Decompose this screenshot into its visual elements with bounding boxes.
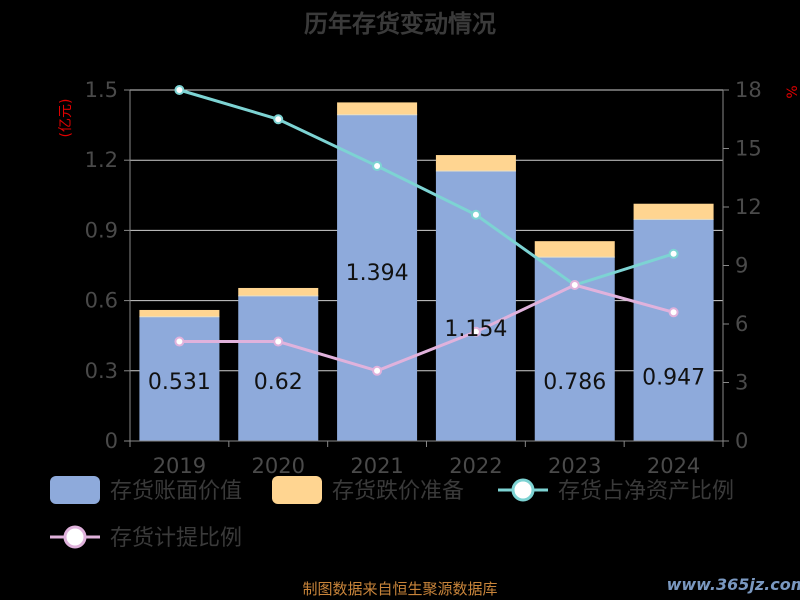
- bar-value-label: 1.154: [444, 317, 507, 342]
- bar-value-label: 0.62: [254, 370, 303, 395]
- line-point: [569, 280, 580, 290]
- bar-impairment: [633, 203, 714, 220]
- line-point: [174, 336, 185, 347]
- chart-title: 历年存货变动情况: [304, 10, 496, 38]
- legend-swatch-marker: [511, 478, 535, 502]
- left-tick-label: 0.6: [85, 289, 118, 313]
- left-tick-label: 1.2: [85, 148, 118, 172]
- line-point: [372, 365, 383, 376]
- legend-label: 存货账面价值: [110, 479, 242, 504]
- bar-value-label: 1.394: [346, 261, 409, 286]
- bar-impairment: [337, 102, 418, 115]
- left-axis-unit: (亿元): [58, 99, 74, 138]
- legend-label: 存货占净资产比例: [558, 479, 734, 504]
- labels-layer: 0.531 0.62 1.394 1.154 0.786 0.947: [148, 261, 705, 395]
- source-note: 制图数据来自恒生聚源数据库: [302, 580, 497, 598]
- line-net-asset-ratio: [178, 88, 675, 287]
- right-tick-label: 3: [735, 371, 748, 395]
- right-axis-unit: %: [785, 85, 800, 98]
- line-point: [372, 161, 383, 172]
- legend-swatch: [50, 476, 100, 504]
- bar-impairment: [238, 287, 319, 296]
- bar-impairment: [139, 309, 220, 317]
- left-tick-label: 0.3: [85, 359, 118, 383]
- legend-label: 存货计提比例: [110, 526, 242, 551]
- x-tick-label: 2023: [548, 454, 601, 478]
- right-tick-label: 0: [735, 429, 748, 453]
- bar-book-value: [238, 295, 319, 441]
- line-point: [470, 326, 481, 337]
- left-tick-label: 0.9: [85, 218, 118, 242]
- right-tick-label: 15: [735, 137, 762, 161]
- line-provision-ratio: [179, 283, 674, 373]
- right-tick-label: 6: [735, 312, 748, 336]
- line-point: [470, 209, 481, 220]
- line-point: [668, 248, 679, 259]
- x-tick-label: 2022: [449, 454, 502, 478]
- lines-layer: [174, 85, 679, 376]
- left-tick-label: 0: [105, 429, 118, 453]
- x-tick-label: 2024: [647, 454, 700, 478]
- watermark: www.365jz.com: [667, 575, 800, 594]
- x-tick-label: 2019: [153, 454, 206, 478]
- bar-value-label: 0.531: [148, 370, 211, 395]
- bar-impairment: [534, 241, 615, 258]
- x-tick-label: 2021: [350, 454, 403, 478]
- right-tick-label: 18: [735, 78, 762, 102]
- legend-swatch: [272, 476, 322, 504]
- axes-layer: 0 0.3 0.6 0.9 1.2 1.5 0 3 6 9 12 15 18 2019 2020 2021 20…: [85, 78, 762, 478]
- legend-swatch-marker: [63, 525, 87, 549]
- bars-layer: [139, 102, 714, 442]
- right-tick-label: 12: [735, 195, 762, 219]
- line-point: [668, 307, 679, 318]
- right-tick-label: 9: [735, 254, 748, 278]
- bar-value-label: 0.786: [543, 370, 606, 395]
- legend-label: 存货跌价准备: [332, 479, 464, 504]
- x-tick-label: 2020: [252, 454, 305, 478]
- left-tick-label: 1.5: [85, 78, 118, 102]
- bar-value-label: 0.947: [642, 365, 705, 390]
- bar-impairment: [435, 155, 516, 171]
- line-point: [273, 114, 284, 125]
- line-point: [174, 85, 185, 95]
- line-point: [273, 336, 284, 347]
